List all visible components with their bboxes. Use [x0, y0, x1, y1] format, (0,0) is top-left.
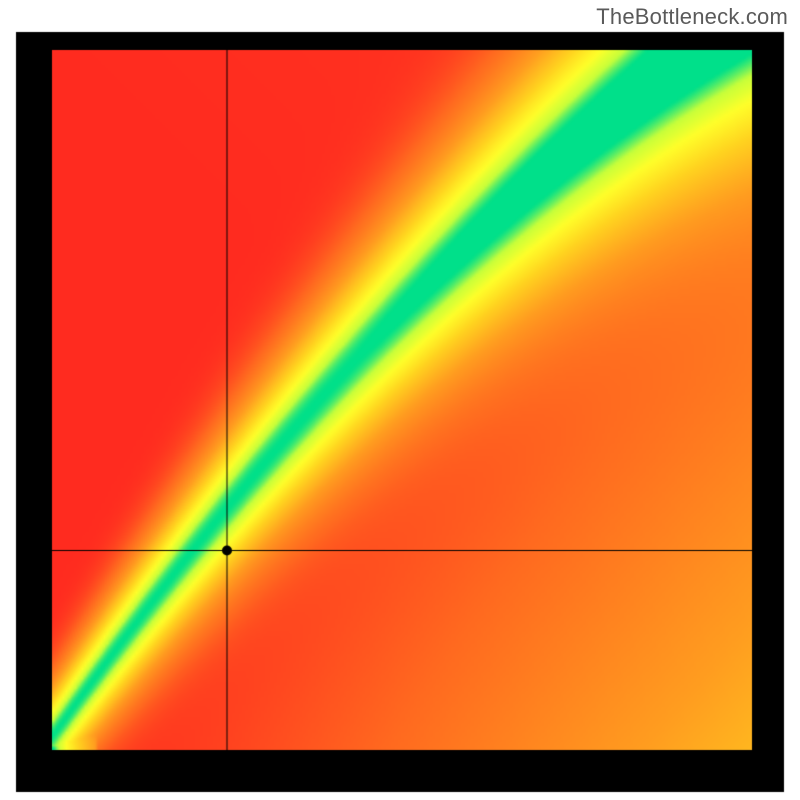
- watermark-label: TheBottleneck.com: [596, 4, 788, 30]
- bottleneck-heatmap: [0, 0, 800, 800]
- chart-container: TheBottleneck.com: [0, 0, 800, 800]
